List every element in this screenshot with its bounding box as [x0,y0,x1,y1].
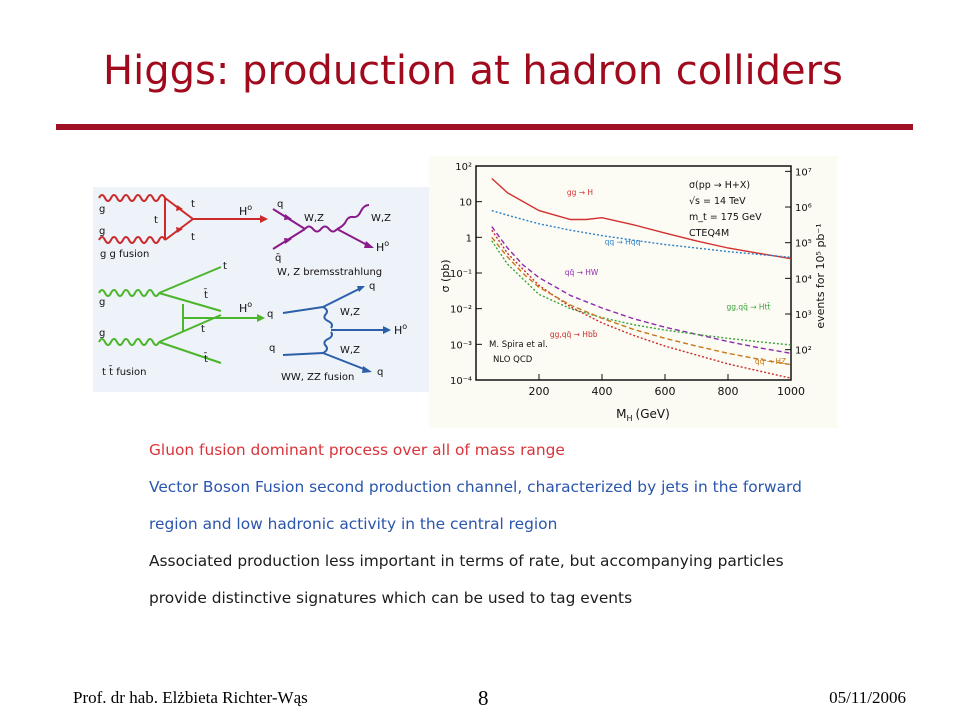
x-tick-label: 1000 [777,385,805,398]
gluon-label: g [99,328,105,339]
chart-curves [491,177,792,379]
bullet-line: region and low hadronic activity in the … [149,515,558,533]
diagram-ttbar-fusion: t t̄ t t̄ g g Ho t t̄ fusion [98,261,265,378]
curve-label: qq̄ → HW [565,268,599,277]
quark-label: t [154,215,158,226]
y-right-tick-label: 10⁷ [795,167,812,178]
y-tick-label: 10⁻² [450,305,472,316]
higgs-label: Ho [239,203,252,218]
chart-ticks: 200 400 600 800 1000 10² 10 1 10⁻¹ 10⁻² 10⁻³ 10⁻⁴ 10… [450,162,812,398]
bullet-line: provide distinctive signatures which can… [149,589,633,607]
y-right-tick-label: 10³ [795,310,812,321]
antiquark-label: t̄ [204,352,208,365]
wz-wavy-line [304,225,338,233]
boson-label: W,Z [340,307,360,318]
series-line [491,209,792,258]
gluon-label: g [99,297,105,308]
boson-label: W,Z [304,213,324,224]
boson-label: W,Z [340,345,360,356]
series-line [491,240,792,346]
quark-label: q [277,199,283,210]
diagram-caption: g g fusion [100,249,149,260]
y-tick-label: 10⁻¹ [450,269,472,280]
slide-title: Higgs: production at hadron colliders [103,48,843,94]
gluon-label: g [99,226,105,237]
legend-line: √s = 14 TeV [689,196,746,207]
curve-label: qq → Hqq [605,237,641,246]
x-tick-label: 600 [655,385,676,398]
title-divider [56,124,913,130]
cross-section-chart: gg → H qq → Hqq qq̄ → HW gg,qq̄ → Htt̄ gg,qq… [439,162,827,423]
x-tick-label: 800 [718,385,739,398]
footer-author: Prof. dr hab. Elżbieta Richter-Wąs [73,688,308,707]
series-line [491,226,792,354]
y-tick-label: 10⁻³ [450,340,472,351]
curve-label: gg,qq̄ → Hbb̄ [550,330,598,339]
legend-line: m_t = 175 GeV [689,212,762,223]
bullet-line: Vector Boson Fusion second production ch… [149,478,802,496]
gluon-line-bottom [98,338,160,346]
feynman-diagrams: g g t t t Ho g g fusion q q̄ W,Z W,Z Ho … [98,194,407,383]
curve-label: gg → H [567,188,593,197]
diagram-vbf: q q q q W,Z W,Z Ho WW, ZZ fusion [267,281,407,383]
series-line [491,236,792,366]
bullet-line: Associated production less important in … [149,552,784,570]
antiquark-label: q̄ [275,253,281,264]
y-axis-title: σ (pb) [439,259,452,292]
credit-text: NLO QCD [493,355,533,365]
boson-label: W,Z [371,213,391,224]
y-tick-label: 10 [459,198,472,209]
quark-label: q [369,281,375,292]
diagram-gg-fusion: g g t t t Ho g g fusion [98,194,268,260]
diagram-caption: WW, ZZ fusion [281,372,354,383]
gluon-line-bottom [98,236,166,244]
legend-line: CTEQ4M [689,228,729,239]
quark-label: q [267,309,273,320]
quark-label: t [201,324,205,335]
y-right-tick-label: 10⁵ [795,239,812,250]
footer-date: 05/11/2006 [829,688,906,707]
chart-legend: σ(pp → H+X) √s = 14 TeV m_t = 175 GeV CT… [689,180,762,239]
y-right-tick-label: 10² [795,346,812,357]
series-line [491,229,792,379]
higgs-label: Ho [239,300,252,315]
quark-label: t [223,261,227,272]
y-right-tick-label: 10⁴ [795,274,812,285]
antiquark-label: t̄ [204,288,208,301]
x-axis-title: MH (GeV) [616,407,670,423]
higgs-label: Ho [376,239,389,254]
bullet-list: Gluon fusion dominant process over all o… [149,432,849,617]
higgs-label: Ho [394,322,407,337]
feynman-diagrams-panel: g g t t t Ho g g fusion q q̄ W,Z W,Z Ho … [93,187,430,392]
quark-label: q [377,367,383,378]
quark-label: t [191,232,195,243]
curve-label: gg,qq̄ → Htt̄ [726,302,770,311]
x-tick-label: 200 [529,385,550,398]
y-tick-label: 1 [466,233,472,244]
page-number: 8 [478,686,489,710]
diagram-caption: W, Z bremsstrahlung [277,267,382,278]
legend-line: σ(pp → H+X) [689,180,750,191]
curve-label: qq̄ → HZ [755,357,786,366]
gluon-line-top [98,289,160,297]
credit-text: M. Spira et al. [489,340,548,350]
bullet-line: Gluon fusion dominant process over all o… [149,441,565,459]
quark-label: q [269,343,275,354]
diagram-caption: t t̄ fusion [102,365,147,378]
wz-wavy-line [336,204,370,230]
y-axis-right-title: events for 10⁵ pb⁻¹ [814,223,827,328]
y-right-tick-label: 10⁶ [795,203,812,214]
x-tick-label: 400 [592,385,613,398]
gluon-line-top [98,194,166,202]
y-tick-label: 10⁻⁴ [450,376,472,387]
series-line [491,177,792,260]
chart-curve-labels: gg → H qq → Hqq qq̄ → HW gg,qq̄ → Htt̄ gg,qq… [550,188,786,366]
diagram-bremsstrahlung: q q̄ W,Z W,Z Ho W, Z bremsstrahlung [272,199,391,278]
y-tick-label: 10² [455,162,472,173]
cross-section-plot: gg → H qq → Hqq qq̄ → HW gg,qq̄ → Htt̄ gg,qq… [429,156,837,428]
gluon-label: g [99,204,105,215]
quark-label: t [191,199,195,210]
